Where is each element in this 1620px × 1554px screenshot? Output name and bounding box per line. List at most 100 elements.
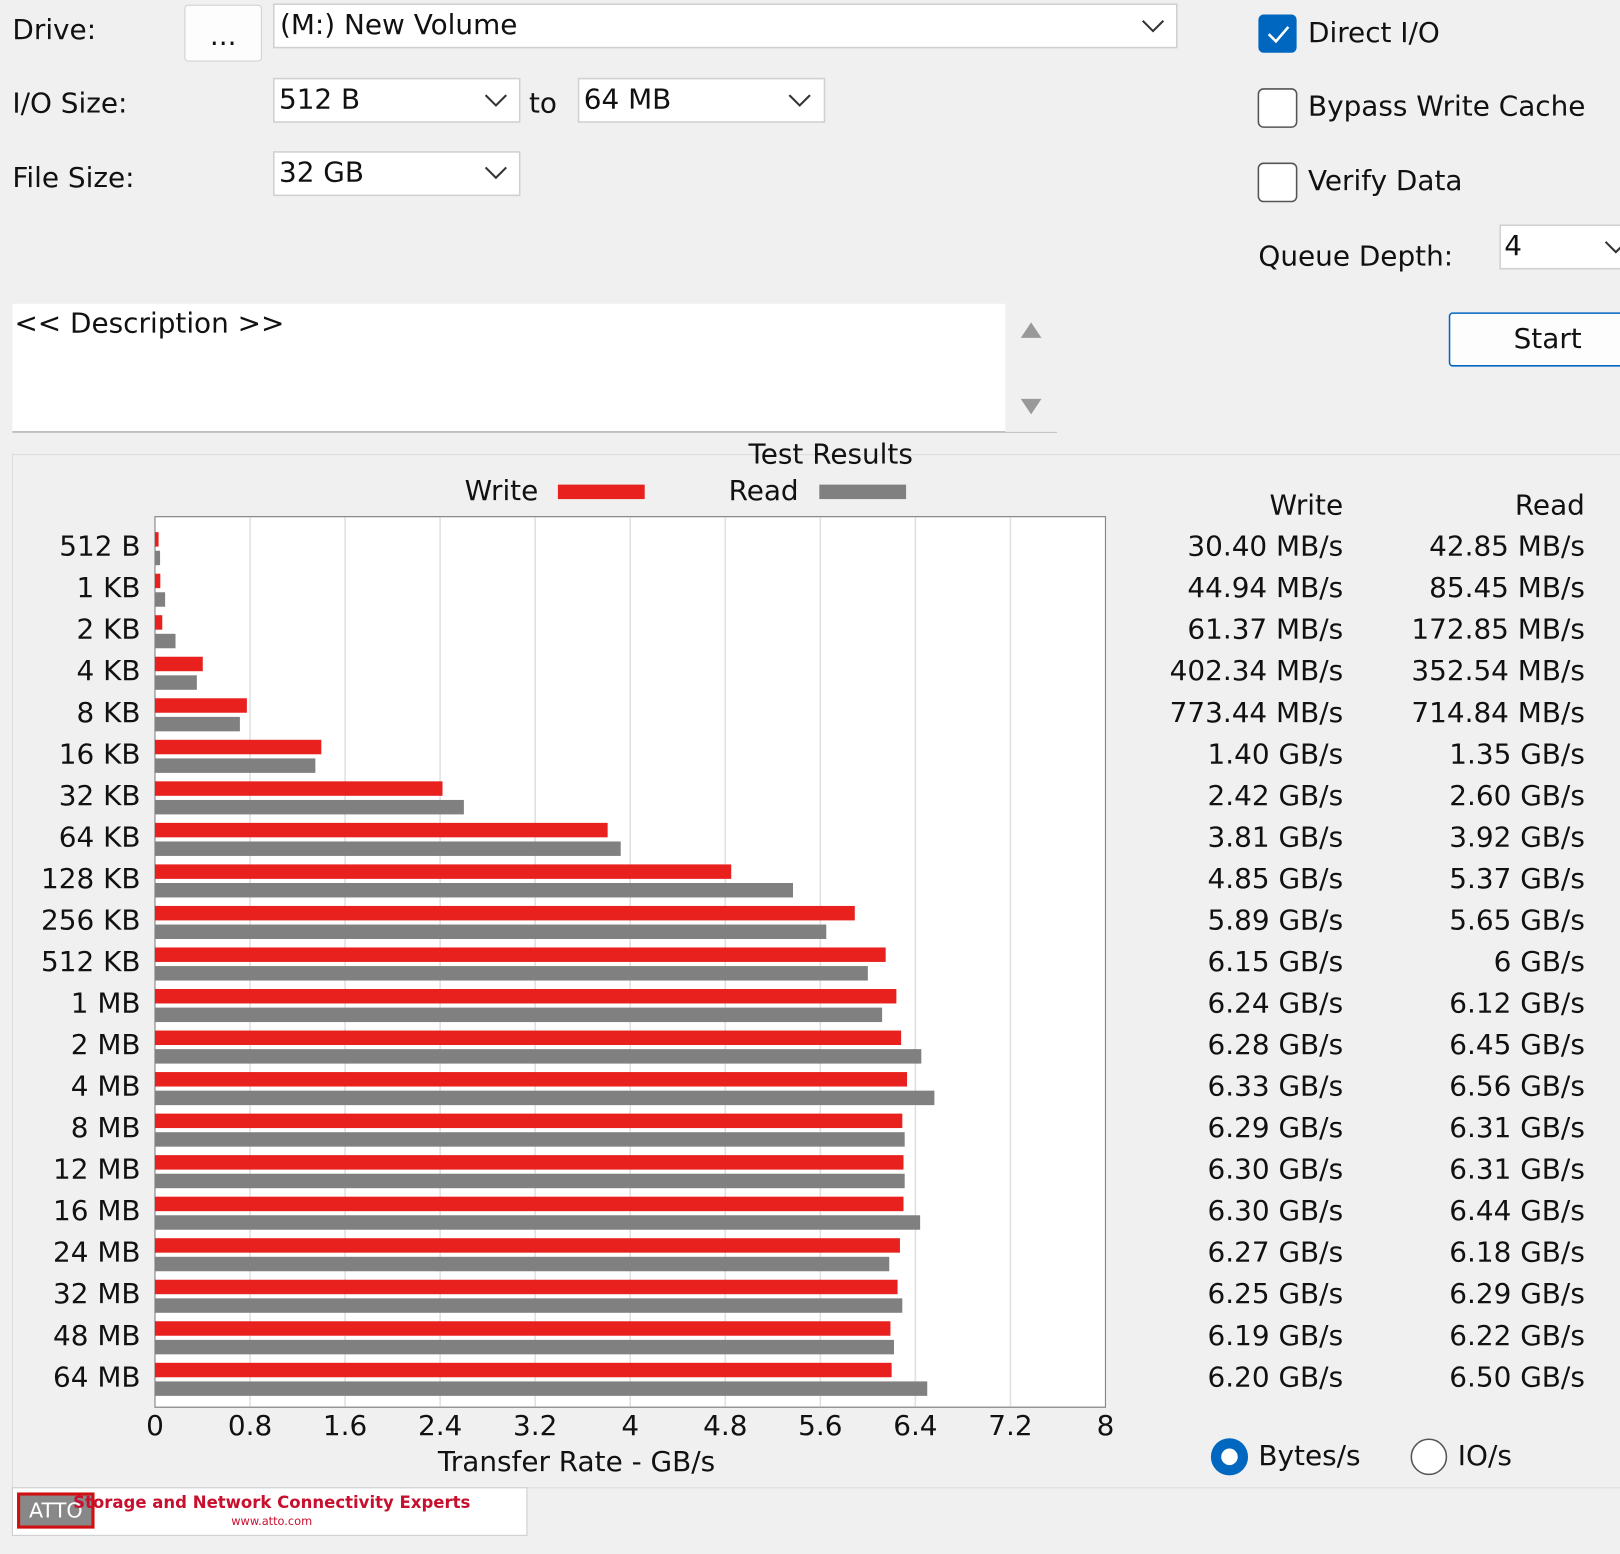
table-value: 5.65 GB/s bbox=[1449, 903, 1585, 936]
table-value: 1.35 GB/s bbox=[1449, 737, 1585, 770]
chevron bbox=[484, 166, 507, 180]
io-from-select[interactable] bbox=[273, 77, 521, 123]
y-tick-label: 12 MB bbox=[53, 1153, 141, 1186]
direct-io-checkbox[interactable] bbox=[1258, 14, 1297, 53]
y-tick-label: 512 KB bbox=[41, 945, 140, 978]
bar bbox=[154, 1155, 904, 1170]
bar bbox=[154, 1072, 908, 1087]
bar bbox=[154, 1339, 894, 1355]
bar bbox=[154, 550, 161, 566]
bar bbox=[154, 989, 897, 1004]
legend-label: Write bbox=[465, 474, 539, 507]
table-value: 6.45 GB/s bbox=[1449, 1028, 1585, 1061]
table-value: 773.44 MB/s bbox=[1170, 696, 1343, 729]
bar bbox=[154, 1238, 900, 1253]
table-value: 1.40 GB/s bbox=[1208, 737, 1344, 770]
bar bbox=[154, 758, 316, 773]
table-value: 714.84 MB/s bbox=[1411, 696, 1584, 729]
chevron bbox=[1141, 19, 1165, 33]
table-value: 42.85 MB/s bbox=[1429, 530, 1585, 563]
bar bbox=[154, 1256, 890, 1272]
y-tick-label: 256 KB bbox=[41, 903, 140, 936]
y-tick-label: 8 KB bbox=[77, 696, 141, 729]
checkmark bbox=[1267, 26, 1290, 44]
bar bbox=[154, 698, 247, 713]
table-value: 6.28 GB/s bbox=[1208, 1028, 1344, 1061]
y-tick-label: 48 MB bbox=[53, 1319, 141, 1352]
table-header: Write bbox=[1270, 488, 1344, 521]
bar bbox=[154, 799, 464, 815]
table-value: 6 GB/s bbox=[1494, 945, 1585, 978]
table-value: 5.37 GB/s bbox=[1449, 862, 1585, 895]
table-value: 6.44 GB/s bbox=[1449, 1194, 1585, 1227]
table-value: 6.22 GB/s bbox=[1449, 1319, 1585, 1352]
chart: 0 0.8 1.6 2.4 3.2 4 4.8 5.6 6.4 7.2 8 Write Write Rea… bbox=[41, 474, 1585, 1442]
bar bbox=[154, 615, 163, 630]
y-tick-label: 8 MB bbox=[71, 1111, 141, 1144]
start-button[interactable] bbox=[1448, 312, 1620, 367]
browse-button[interactable] bbox=[184, 4, 262, 62]
table-value: 6.50 GB/s bbox=[1449, 1360, 1585, 1393]
table-value: 6.30 GB/s bbox=[1208, 1194, 1344, 1227]
table-value: 6.24 GB/s bbox=[1208, 987, 1344, 1020]
verify-checkbox[interactable] bbox=[1257, 162, 1298, 203]
verify-label: Verify Data bbox=[1308, 164, 1463, 197]
description-text: << Description >> bbox=[14, 306, 284, 339]
file-size-select[interactable] bbox=[273, 151, 521, 197]
io-to-select[interactable] bbox=[577, 77, 826, 123]
table-value: 3.92 GB/s bbox=[1449, 820, 1585, 853]
chevron bbox=[1604, 241, 1620, 254]
table-value: 61.37 MB/s bbox=[1187, 613, 1343, 646]
start-text: Start bbox=[1514, 322, 1582, 355]
bar bbox=[154, 573, 161, 589]
bar bbox=[154, 1113, 903, 1129]
scroll-up[interactable] bbox=[1020, 322, 1042, 338]
description-box[interactable] bbox=[12, 303, 1057, 432]
queue-depth-select[interactable] bbox=[1499, 224, 1620, 270]
table-value: 6.19 GB/s bbox=[1208, 1319, 1344, 1352]
drive-value: (M:) New Volume bbox=[280, 8, 517, 41]
bypass-checkbox[interactable] bbox=[1257, 88, 1298, 128]
bar bbox=[154, 781, 443, 796]
queue-depth-label: Queue Depth: bbox=[1258, 239, 1453, 272]
x-tick-label: 4 bbox=[621, 1409, 639, 1442]
banner[interactable] bbox=[11, 1487, 528, 1536]
legend-swatch bbox=[819, 484, 907, 500]
banner-url: www.atto.com bbox=[231, 1514, 312, 1528]
x-tick-label: 5.6 bbox=[798, 1409, 842, 1442]
ios-radio[interactable] bbox=[1410, 1438, 1448, 1476]
chevron bbox=[484, 94, 507, 107]
bar bbox=[154, 532, 159, 547]
bar bbox=[154, 675, 197, 690]
table-value: 172.85 MB/s bbox=[1411, 613, 1584, 646]
table-header: Read bbox=[1515, 488, 1585, 521]
bar bbox=[154, 924, 827, 939]
direct-io-label: Direct I/O bbox=[1308, 16, 1440, 49]
bar bbox=[154, 1215, 921, 1230]
table-value: 6.30 GB/s bbox=[1208, 1153, 1344, 1186]
table-value: 6.27 GB/s bbox=[1208, 1236, 1344, 1269]
y-tick-label: 16 MB bbox=[53, 1194, 141, 1227]
file-size-value: 32 GB bbox=[279, 156, 364, 189]
table-value: 5.89 GB/s bbox=[1208, 903, 1344, 936]
drive-select[interactable] bbox=[273, 3, 1178, 49]
table-value: 2.60 GB/s bbox=[1449, 779, 1585, 812]
x-tick-label: 8 bbox=[1097, 1409, 1115, 1442]
legend-swatch bbox=[557, 484, 645, 500]
io-size-label: I/O Size: bbox=[12, 86, 127, 119]
bar bbox=[154, 592, 166, 607]
table-value: 4.85 GB/s bbox=[1208, 862, 1344, 895]
bar bbox=[154, 1049, 922, 1064]
x-tick-label: 0 bbox=[146, 1409, 164, 1442]
table-value: 30.40 MB/s bbox=[1187, 530, 1343, 563]
scroll-down[interactable] bbox=[1020, 398, 1042, 415]
y-tick-label: 1 KB bbox=[77, 571, 141, 604]
bar bbox=[154, 905, 855, 921]
y-tick-label: 128 KB bbox=[41, 862, 140, 895]
y-tick-label: 4 KB bbox=[77, 654, 141, 687]
bar bbox=[154, 1298, 903, 1313]
table-value: 352.54 MB/s bbox=[1411, 654, 1584, 687]
table-value: 6.25 GB/s bbox=[1208, 1277, 1344, 1310]
table-value: 6.31 GB/s bbox=[1449, 1111, 1585, 1144]
